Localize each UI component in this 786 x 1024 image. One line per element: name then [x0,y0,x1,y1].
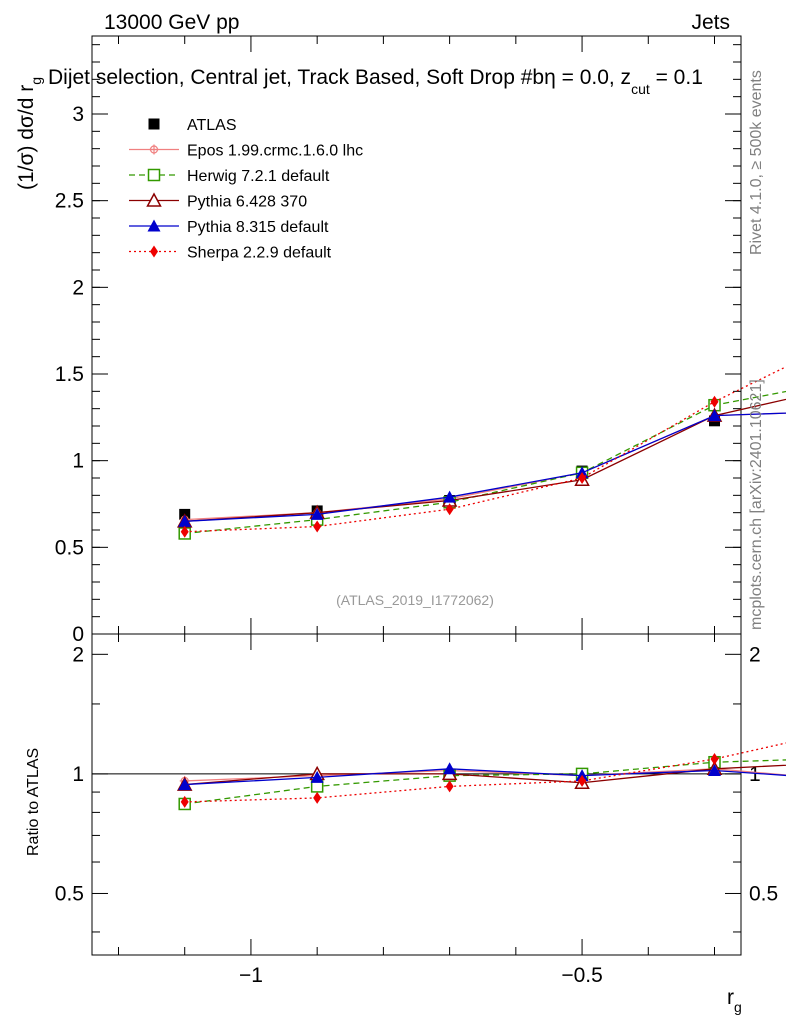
series-line-sherpa-2-2-9-default [184,366,786,533]
y-tick-label-right: 1 [749,763,761,786]
y-tick-label: 3 [72,103,84,126]
legend-label-sherpa-2-2-9-default: Sherpa 2.2.9 default [187,245,332,262]
legend-label-atlas: ATLAS [187,117,237,134]
legend-marker-herwig-7-2-1-default [147,168,161,182]
series-line-pythia-6-428-370 [184,398,786,522]
legend-marker-atlas [148,118,160,130]
rivet-label: Rivet 4.1.0, ≥ 500k events [748,70,765,255]
legend-item-sherpa-2-2-9-default: Sherpa 2.2.9 default [129,245,332,262]
data-point-pythia-8-315-default-0 [178,778,192,791]
ratio-panel: 0.5 0.5 1 1 2 2 −1 −0.5 [55,633,786,987]
series-herwig-7-2-1-default [178,755,786,811]
data-point-sherpa-2-2-9-default-0 [180,525,189,538]
analysis-watermark: (ATLAS_2019_I1772062) [336,592,494,608]
data-point-sherpa-2-2-9-default-0 [180,795,189,808]
data-point-sherpa-2-2-9-default-4 [710,753,719,766]
y-tick-label-right: 2 [749,643,761,666]
y-tick-label: 0 [72,623,84,646]
selection-title-eta: η = 0.0, z [544,66,631,89]
series-sherpa-2-2-9-default [180,742,786,808]
mcplots-label: mcplots.cern.ch [arXiv:2401.10621] [748,379,765,630]
selection-title-main: Dijet selection, Central jet, Track Base… [48,66,544,89]
legend-marker-sherpa-2-2-9-default [150,245,158,258]
legend-marker-pythia-6-428-370 [146,192,162,207]
y-tick-label: 0.5 [55,882,84,905]
y-tick-label: 1 [72,450,84,473]
selection-title: Dijet selection, Central jet, Track Base… [48,66,703,97]
legend-marker-epos-1-99-crmc-1-6-0-lhc [149,144,159,155]
data-point-sherpa-2-2-9-default-2 [445,503,454,516]
legend-item-atlas: ATLAS [148,117,237,134]
data-point-sherpa-2-2-9-default-4 [710,395,719,408]
series-line-herwig-7-2-1-default [184,759,786,805]
series-line-epos-1-99-crmc-1-6-0-lhc [184,412,786,521]
y-tick-label: 2.5 [55,190,84,213]
data-point-sherpa-2-2-9-default-3 [578,774,587,787]
legend-item-pythia-8-315-default: Pythia 8.315 default [129,219,329,236]
series-atlas [179,415,721,520]
series-line-pythia-6-428-370 [184,764,786,786]
data-point-sherpa-2-2-9-default-1 [313,520,322,533]
x-tick-label: −0.5 [561,964,602,987]
y-axis-title-ratio: Ratio to ATLAS [25,748,42,856]
legend-label-pythia-6-428-370: Pythia 6.428 370 [187,194,307,211]
data-point-sherpa-2-2-9-default-3 [578,472,587,484]
energy-label: 13000 GeV pp [104,11,239,34]
y-tick-label: 2 [72,643,84,666]
x-axis-title: rg [727,986,742,1015]
series-line-epos-1-99-crmc-1-6-0-lhc [184,768,786,782]
data-point-pythia-8-315-default-4 [708,763,722,776]
x-tick-label: −1 [239,964,263,987]
data-point-pythia-8-315-default-2 [443,762,457,775]
y-axis-title-main-text: (1/σ) dσ/d r [15,85,38,190]
series-pythia-6-428-370 [176,398,786,528]
legend-label-epos-1-99-crmc-1-6-0-lhc: Epos 1.99.crmc.1.6.0 lhc [187,143,363,160]
data-point-pythia-8-315-default-1 [310,770,324,783]
legend-label-pythia-8-315-default: Pythia 8.315 default [187,219,329,236]
legend-marker-pythia-8-315-default [147,219,161,232]
y-tick-label-right: 0.5 [749,882,778,905]
legend-item-epos-1-99-crmc-1-6-0-lhc: Epos 1.99.crmc.1.6.0 lhc [129,143,363,160]
category-label: Jets [691,11,730,34]
y-tick-label: 1.5 [55,363,84,386]
y-tick-label: 2 [72,276,84,299]
main-panel: 0 0.5 1 1.5 2 2.5 3 [55,35,786,646]
y-axis-title-main-sub: g [28,77,44,85]
data-point-pythia-8-315-default-0 [178,514,192,527]
data-point-pythia-8-315-default-2 [443,490,457,503]
series-line-pythia-8-315-default [184,768,786,786]
y-tick-label: 1 [72,763,84,786]
selection-title-tail: = 0.1 [650,66,703,89]
plot-frame [91,633,742,956]
data-point-sherpa-2-2-9-default-2 [445,780,454,793]
series-sherpa-2-2-9-default [180,366,786,538]
y-axis-title-main: (1/σ) dσ/d rg [15,77,44,190]
data-point-pythia-8-315-default-4 [708,409,722,422]
series-line-pythia-8-315-default [184,412,786,522]
series-line-sherpa-2-2-9-default [184,742,786,803]
data-point-pythia-8-315-default-1 [310,507,324,520]
legend-item-pythia-6-428-370: Pythia 6.428 370 [129,192,307,211]
x-axis-title-sub: g [734,999,742,1015]
series-epos-1-99-crmc-1-6-0-lhc [179,763,786,786]
x-axis-title-text: r [727,986,734,1009]
legend-item-herwig-7-2-1-default: Herwig 7.2.1 default [129,168,330,185]
legend: ATLAS Epos 1.99.crmc.1.6.0 lhc Herwig 7.2.… [129,117,363,262]
selection-title-sub: cut [631,81,650,97]
y-tick-label: 0.5 [55,536,84,559]
series-pythia-8-315-default [178,409,786,527]
series-line-herwig-7-2-1-default [184,390,786,535]
data-point-sherpa-2-2-9-default-1 [313,791,322,804]
legend-label-herwig-7-2-1-default: Herwig 7.2.1 default [187,168,330,185]
